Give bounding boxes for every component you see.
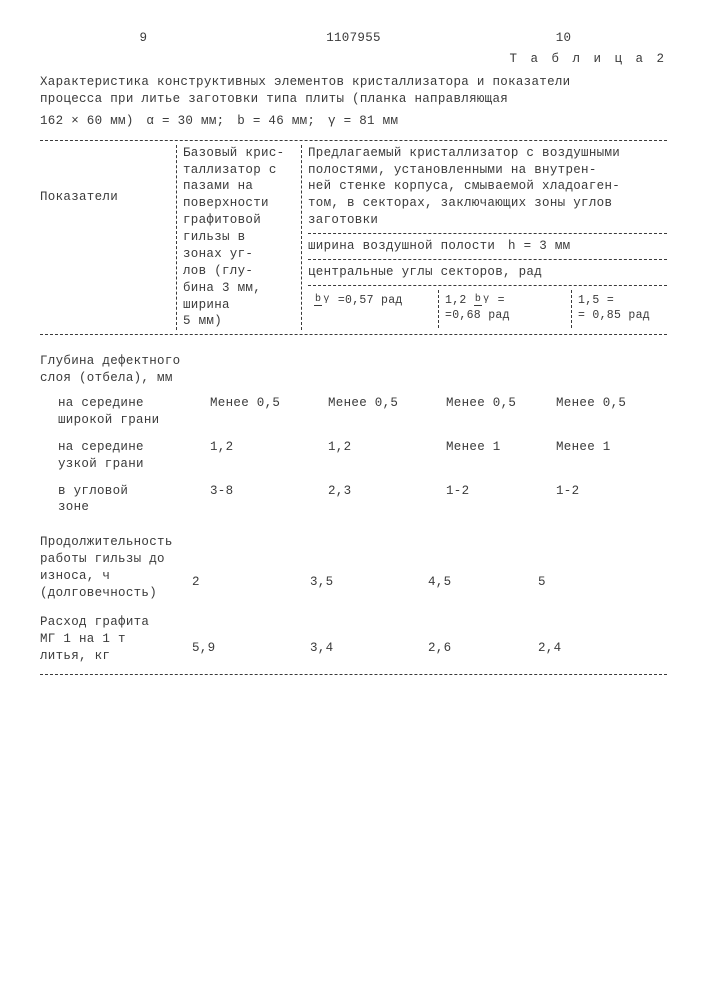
row1-v1: Менее 0,5 — [210, 395, 328, 429]
table-label: Т а б л и ц а 2 — [40, 51, 667, 68]
section-1: Глубина дефектного слоя (отбела), мм — [40, 353, 667, 387]
row2-v4: Менее 1 — [556, 439, 667, 473]
row4-v2: 3,5 — [310, 534, 428, 602]
sub-angles: центральные углы секторов, рад — [308, 264, 667, 281]
row2-v1: 1,2 — [210, 439, 328, 473]
rule-top — [40, 140, 667, 141]
header-col3-text: Предлагаемый кристаллизатор с воздушными… — [308, 145, 667, 229]
page-left: 9 — [40, 30, 247, 47]
rule-mid — [40, 334, 667, 335]
row5-v1: 5,9 — [192, 614, 310, 665]
row3-label: в угловой зоне — [40, 483, 210, 517]
section-2: Продолжительность работы гильзы до износ… — [40, 534, 192, 602]
row1-v3: Менее 0,5 — [446, 395, 556, 429]
header-col3-group: Предлагаемый кристаллизатор с воздушными… — [301, 145, 667, 331]
table-header: Показатели Базовый крис- таллизатор с па… — [40, 145, 667, 331]
dimensions: 162 × 60 мм) α = 30 мм; b = 46 мм; γ = 8… — [40, 113, 667, 130]
angle-3: 1,5 = = 0,85 рад — [571, 290, 667, 328]
caption-line1: Характеристика конструктивных элементов … — [40, 74, 667, 92]
caption: Характеристика конструктивных элементов … — [40, 74, 667, 109]
rule-sub3 — [308, 285, 667, 286]
table-body: Глубина дефектного слоя (отбела), мм на … — [40, 353, 667, 664]
row5-v3: 2,6 — [428, 614, 538, 665]
row2-v3: Менее 1 — [446, 439, 556, 473]
row3-v4: 1-2 — [556, 483, 667, 517]
angle-1: bγ =0,57 рад — [308, 290, 438, 328]
row-2: на середине узкой грани 1,2 1,2 Менее 1 … — [40, 439, 667, 473]
section-3: Расход графита МГ 1 на 1 т литья, кг — [40, 614, 192, 665]
page-right: 10 — [460, 30, 667, 47]
row5-v4: 2,4 — [538, 614, 667, 665]
row3-v2: 2,3 — [328, 483, 446, 517]
row-3: в угловой зоне 3-8 2,3 1-2 1-2 — [40, 483, 667, 517]
row1-label: на середине широкой грани — [40, 395, 210, 429]
rule-sub2 — [308, 259, 667, 260]
row4-v4: 5 — [538, 534, 667, 602]
row1-v4: Менее 0,5 — [556, 395, 667, 429]
rule-bottom — [40, 674, 667, 675]
row3-v3: 1-2 — [446, 483, 556, 517]
header-col2: Базовый крис- таллизатор с пазами на пов… — [176, 145, 301, 331]
caption-line2: процесса при литье заготовки типа плиты … — [40, 91, 667, 109]
row2-v2: 1,2 — [328, 439, 446, 473]
row4-v1: 2 — [192, 534, 310, 602]
page-numbers: 9 1107955 10 — [40, 30, 667, 47]
row4-v3: 4,5 — [428, 534, 538, 602]
row1-v2: Менее 0,5 — [328, 395, 446, 429]
row2-label: на середине узкой грани — [40, 439, 210, 473]
row5-v2: 3,4 — [310, 614, 428, 665]
angle-2: 1,2 bγ = =0,68 рад — [438, 290, 571, 328]
doc-number: 1107955 — [250, 30, 457, 47]
rule-sub1 — [308, 233, 667, 234]
row-1: на середине широкой грани Менее 0,5 Мене… — [40, 395, 667, 429]
header-col1: Показатели — [40, 145, 176, 331]
angle-row: bγ =0,57 рад 1,2 bγ = =0,68 рад 1,5 = = … — [308, 290, 667, 328]
row-4: Продолжительность работы гильзы до износ… — [40, 534, 667, 602]
sub-width: ширина воздушной полости h = 3 мм — [308, 238, 667, 255]
row3-v1: 3-8 — [210, 483, 328, 517]
row-5: Расход графита МГ 1 на 1 т литья, кг 5,9… — [40, 614, 667, 665]
